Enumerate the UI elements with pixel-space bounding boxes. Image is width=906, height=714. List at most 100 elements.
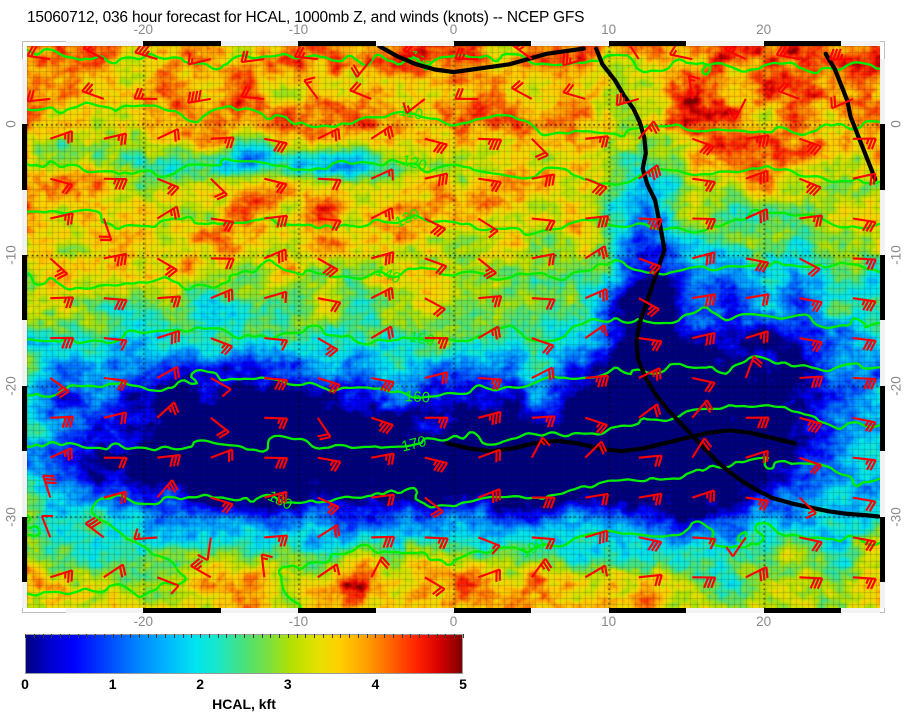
colorbar-minor-tick bbox=[208, 634, 210, 638]
wind-barb-2 bbox=[134, 46, 158, 61]
wind-barb-111 bbox=[852, 297, 877, 312]
colorbar-minor-tick bbox=[191, 634, 193, 638]
colorbar-minor-tick bbox=[436, 634, 438, 638]
wind-barb-84 bbox=[263, 248, 287, 264]
colorbar-minor-tick bbox=[138, 634, 140, 638]
colorbar[interactable]: HCAL, kft 0 1 2 3 4 5 bbox=[21, 634, 467, 712]
wind-barb-129 bbox=[103, 376, 128, 392]
wind-barb-105 bbox=[531, 297, 556, 311]
wind-barb-27 bbox=[615, 93, 640, 107]
wind-barb-134 bbox=[371, 376, 395, 393]
colorbar-minor-tick bbox=[340, 634, 342, 638]
wind-barb-3 bbox=[187, 53, 212, 66]
contour-label-140: 140 bbox=[373, 262, 403, 287]
border-top-seg-10 bbox=[841, 41, 880, 46]
border-top-seg-3 bbox=[298, 41, 376, 46]
border-left-seg-5 bbox=[22, 385, 27, 452]
colorbar-minor-tick bbox=[226, 634, 228, 638]
wind-barb-164 bbox=[264, 456, 289, 469]
wind-barb-159 bbox=[852, 416, 877, 433]
x-tick-bottom-1: -10 bbox=[288, 614, 309, 629]
wind-barb-204 bbox=[692, 536, 717, 550]
colorbar-minor-tick bbox=[217, 634, 219, 638]
wind-barb-138 bbox=[585, 374, 610, 388]
wind-barb-122 bbox=[584, 324, 608, 339]
wind-barb-104 bbox=[478, 295, 503, 308]
wind-barb-43 bbox=[637, 120, 661, 140]
wind-barb-141 bbox=[744, 355, 763, 379]
colorbar-minor-tick bbox=[401, 634, 403, 638]
wind-barb-60 bbox=[692, 177, 717, 193]
x-tick-top-3: 10 bbox=[601, 22, 617, 37]
wind-barb-52 bbox=[264, 177, 288, 195]
wind-barb-86 bbox=[371, 251, 395, 266]
wind-barb-151 bbox=[424, 416, 449, 429]
wind-barb-167 bbox=[424, 456, 449, 473]
border-bottom-seg-8 bbox=[686, 608, 764, 613]
y-tick-left-1: -10 bbox=[3, 245, 19, 265]
colorbar-tick-label-3: 3 bbox=[283, 676, 292, 692]
border-bottom-seg-7 bbox=[608, 608, 687, 613]
colorbar-minor-tick bbox=[121, 634, 123, 638]
wind-barb-200 bbox=[477, 536, 501, 555]
border-left-seg-8 bbox=[22, 581, 27, 608]
wind-barb-208 bbox=[49, 569, 74, 583]
wind-barb-183 bbox=[424, 496, 444, 519]
wind-barb-175 bbox=[852, 456, 877, 471]
wind-barb-192 bbox=[40, 514, 54, 538]
wind-barb-14 bbox=[775, 46, 800, 61]
map-plot-area[interactable]: 100110120130140150160170180190 bbox=[22, 41, 885, 613]
wind-barb-19 bbox=[187, 89, 211, 104]
wind-barb-90 bbox=[584, 245, 609, 260]
wind-barb-184 bbox=[477, 488, 501, 503]
wind-barb-182 bbox=[371, 493, 396, 507]
wind-barb-214 bbox=[370, 556, 391, 578]
wind-barb-93 bbox=[745, 257, 770, 273]
contour-label-110: 110 bbox=[398, 102, 425, 123]
wind-barb-97 bbox=[103, 297, 128, 311]
wind-barb-49 bbox=[103, 177, 128, 191]
border-bottom-seg-10 bbox=[841, 608, 880, 613]
border-left-seg-4 bbox=[22, 320, 27, 386]
wind-barb-8 bbox=[454, 47, 479, 61]
contour-label-170: 170 bbox=[400, 433, 428, 456]
wind-barb-221 bbox=[745, 566, 769, 582]
height-contour-140 bbox=[27, 258, 880, 291]
wind-barb-155 bbox=[638, 403, 662, 419]
wind-barb-82 bbox=[156, 257, 178, 278]
wind-barb-199 bbox=[424, 536, 449, 550]
border-top-seg-8 bbox=[686, 41, 764, 46]
height-contour-110 bbox=[27, 101, 880, 138]
colorbar-tick-label-4: 4 bbox=[371, 676, 380, 692]
wind-barb-92 bbox=[692, 251, 716, 266]
wind-barb-50 bbox=[156, 177, 180, 197]
map-canvas-container[interactable]: 100110120130140150160170180190 bbox=[27, 46, 880, 608]
colorbar-tick-label-1: 1 bbox=[108, 676, 117, 692]
wind-barb-125 bbox=[745, 330, 769, 344]
wind-barb-46 bbox=[799, 137, 822, 156]
border-bottom-seg-4 bbox=[375, 608, 454, 613]
wind-barb-140 bbox=[692, 376, 716, 393]
wind-barb-68 bbox=[264, 214, 289, 228]
wind-barb-30 bbox=[777, 81, 800, 100]
colorbar-minor-tick bbox=[454, 634, 456, 638]
colorbar-minor-tick bbox=[463, 634, 464, 638]
wind-barb-15 bbox=[828, 48, 853, 61]
wind-barb-63 bbox=[852, 172, 877, 186]
wind-barb-99 bbox=[210, 288, 234, 302]
border-right-seg-0 bbox=[880, 59, 885, 125]
x-tick-bottom-0: -20 bbox=[133, 614, 154, 629]
wind-barb-20 bbox=[240, 86, 265, 100]
border-right-seg-4 bbox=[880, 320, 885, 386]
coastline-far-east bbox=[823, 51, 878, 182]
height-contour-180 bbox=[27, 456, 880, 599]
height-contour-160 bbox=[27, 355, 880, 399]
wind-barb-89 bbox=[531, 252, 556, 266]
colorbar-minor-tick bbox=[322, 634, 324, 638]
wind-barb-1 bbox=[82, 46, 105, 61]
border-left-seg-0 bbox=[22, 59, 27, 125]
wind-barb-198 bbox=[371, 535, 396, 548]
wind-barb-206 bbox=[799, 536, 823, 553]
border-top-seg-5 bbox=[453, 41, 532, 46]
hcal-shaded-field bbox=[27, 46, 880, 608]
